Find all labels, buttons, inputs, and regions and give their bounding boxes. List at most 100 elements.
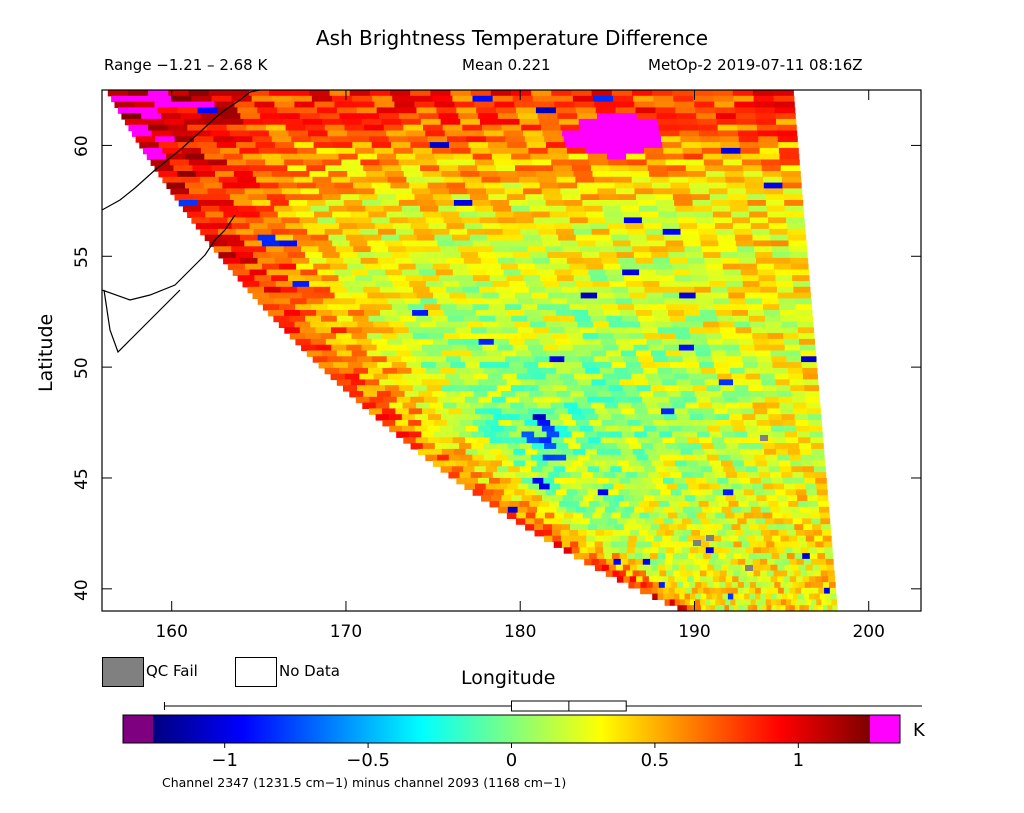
swath-cell [592, 472, 605, 479]
swath-cell [444, 333, 460, 340]
swath-cell [494, 362, 510, 369]
swath-cell [753, 408, 768, 415]
swath-cell [577, 535, 587, 543]
swath-cell [800, 547, 809, 554]
swath-cell [622, 315, 639, 323]
swath-cell [322, 194, 342, 201]
swath-cell [517, 113, 539, 120]
swath-cell [735, 327, 752, 334]
swath-cell [740, 570, 748, 577]
swath-cell [568, 408, 582, 415]
swath-cell [248, 246, 267, 253]
swath-cell [513, 448, 526, 456]
swath-cell [518, 223, 537, 230]
swath-cell [766, 495, 778, 502]
swath-cell [429, 142, 450, 149]
swath-cell [706, 512, 717, 519]
swath-cell [472, 489, 484, 496]
swath-cell [688, 483, 700, 490]
swath-cell [639, 269, 657, 276]
swath-cell [658, 582, 666, 589]
swath-cell [397, 333, 414, 340]
swath-cell [706, 385, 722, 392]
swath-cell [703, 587, 710, 595]
swath-cell [689, 582, 696, 589]
swath-cell [632, 298, 649, 305]
swath-cell [758, 142, 779, 149]
swath-cell [745, 373, 761, 381]
swath-cell [560, 483, 572, 490]
swath-cell [659, 373, 675, 381]
swath-cell [271, 275, 289, 282]
swath-cell [617, 460, 630, 467]
swath-cell [505, 396, 520, 404]
swath-cell [725, 582, 733, 589]
swath-cell [318, 188, 339, 195]
swath-cell [347, 171, 367, 178]
swath-cell [462, 286, 480, 294]
swath-cell [551, 437, 565, 444]
swath-cell [628, 460, 641, 467]
swath-cell [382, 367, 398, 375]
swath-cell [665, 564, 673, 572]
swath-cell [452, 95, 474, 103]
swath-cell [562, 518, 572, 525]
swath-cell [700, 466, 713, 473]
swath-cell [529, 425, 543, 433]
swath-cell [471, 327, 488, 334]
swath-cell [720, 142, 741, 149]
swath-cell [395, 228, 415, 236]
swath-cell [760, 373, 775, 381]
swath-cell [456, 107, 477, 114]
swath-cell [614, 101, 635, 108]
swath-cell [741, 506, 752, 514]
swath-cell [486, 188, 506, 195]
swath-cell [682, 506, 694, 514]
swath-cell [314, 211, 333, 218]
swath-cell [584, 257, 602, 265]
swath-cell [368, 211, 388, 218]
swath-cell [396, 286, 414, 294]
swath-cell [478, 338, 495, 346]
swath-cell [292, 205, 312, 213]
swath-cell [279, 240, 298, 247]
swath-cell [544, 512, 555, 519]
swath-cell [556, 443, 569, 450]
swath-cell [605, 460, 618, 467]
swath-cell [427, 136, 448, 143]
swath-cell [781, 512, 792, 519]
swath-cell [531, 373, 546, 381]
swath-cell [619, 501, 630, 508]
chart-title: Ash Brightness Temperature Difference [315, 26, 709, 50]
swath-cell [731, 582, 739, 589]
swath-cell [534, 298, 552, 305]
swath-cell [257, 234, 276, 242]
swath-cell [420, 118, 442, 126]
swath-cell [417, 448, 431, 456]
swath-cell [521, 333, 537, 340]
swath-cell [309, 281, 327, 288]
swath-cell [714, 587, 722, 595]
swath-cell [478, 113, 499, 120]
swath-cell [601, 420, 616, 427]
swath-cell [609, 431, 623, 438]
swath-cell [587, 524, 598, 531]
swath-cell [789, 587, 796, 595]
swath-cell [376, 107, 398, 114]
swath-cell [780, 599, 787, 606]
swath-cell [748, 310, 765, 317]
swath-cell [796, 599, 802, 606]
swath-cell [804, 385, 819, 392]
swath-cell [393, 327, 410, 334]
swath-cell [336, 333, 353, 340]
swath-cell [497, 466, 509, 473]
swath-cell [745, 599, 752, 606]
swath-cell [780, 605, 786, 611]
swath-cell [573, 228, 593, 236]
swath-cell [624, 321, 641, 328]
swath-cell [464, 130, 485, 137]
swath-cell [717, 530, 727, 537]
swath-cell [735, 495, 747, 502]
swath-cell [317, 107, 338, 114]
swath-cell [717, 541, 726, 548]
